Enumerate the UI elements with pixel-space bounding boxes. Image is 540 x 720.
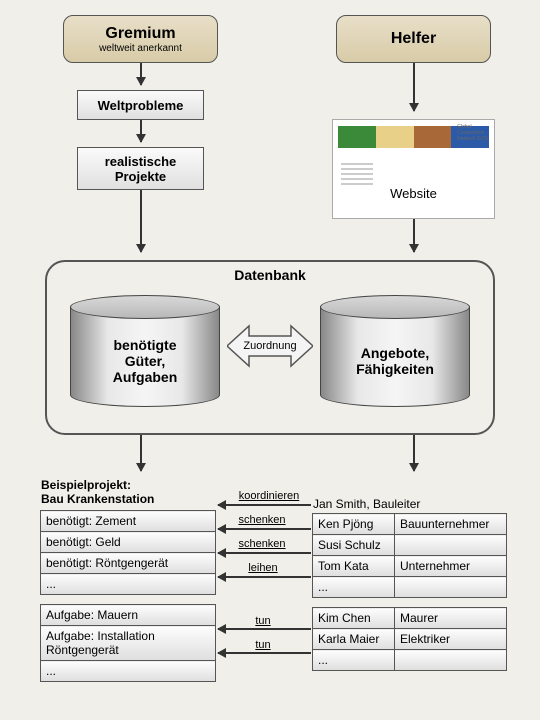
node-helfer: Helfer	[336, 15, 491, 63]
arrow-leihen	[218, 576, 311, 578]
arrow	[140, 63, 142, 85]
arrow-tun1	[218, 628, 311, 630]
arrow	[413, 219, 415, 252]
table-cell: Maurer	[395, 608, 507, 629]
gremium-sub: weltweit anerkannt	[99, 43, 182, 54]
arrow	[413, 63, 415, 111]
table-cell: Ken Pjöng	[313, 514, 395, 535]
arrow	[140, 120, 142, 142]
arrow	[413, 435, 415, 471]
website-box: Global Cooperation Network GCN Website	[332, 119, 495, 219]
arrow-schenken1	[218, 528, 311, 530]
table-cell: Susi Schulz	[313, 535, 395, 556]
table-cell: Tom Kata	[313, 556, 395, 577]
people-header: Jan Smith, Bauleiter	[313, 497, 420, 511]
db-title: Datenbank	[47, 267, 493, 283]
table-cell	[395, 650, 507, 671]
table-cell: Aufgabe: Installation Röntgengerät	[41, 626, 216, 661]
arrow-koordinieren	[218, 504, 311, 506]
table-cell: Unternehmer	[395, 556, 507, 577]
double-arrow-zuordnung: Zuordnung	[227, 322, 313, 370]
table-cell: benötigt: Zement	[41, 511, 216, 532]
table-cell: ...	[313, 577, 395, 598]
table-cell: Kim Chen	[313, 608, 395, 629]
table-cell: ...	[313, 650, 395, 671]
cylinder-right: Angebote, Fähigkeiten	[320, 295, 470, 410]
node-weltprobleme: Weltprobleme	[77, 90, 204, 120]
arrow	[140, 190, 142, 252]
cylinder-left: benötigte Güter, Aufgaben	[70, 295, 220, 410]
table-cell: benötigt: Röntgengerät	[41, 553, 216, 574]
node-gremium: Gremium weltweit anerkannt	[63, 15, 218, 63]
people-table: Ken PjöngBauunternehmer Susi Schulz Tom …	[312, 513, 507, 671]
table-cell	[395, 577, 507, 598]
arrow	[140, 435, 142, 471]
table-cell: Aufgabe: Mauern	[41, 605, 216, 626]
table-cell: Karla Maier	[313, 629, 395, 650]
table-cell: Bauunternehmer	[395, 514, 507, 535]
website-label: Website	[333, 168, 494, 218]
gremium-title: Gremium	[105, 25, 175, 43]
node-projekte: realistische Projekte	[77, 147, 204, 190]
table-cell: Elektriker	[395, 629, 507, 650]
table-cell	[395, 535, 507, 556]
table-cell: benötigt: Geld	[41, 532, 216, 553]
example-table: benötigt: Zement benötigt: Geld benötigt…	[40, 510, 216, 682]
table-cell: ...	[41, 661, 216, 682]
arrow-tun2	[218, 652, 311, 654]
table-cell: ...	[41, 574, 216, 595]
example-header: Beispielprojekt: Bau Krankenstation	[41, 478, 154, 506]
arrow-schenken2	[218, 552, 311, 554]
